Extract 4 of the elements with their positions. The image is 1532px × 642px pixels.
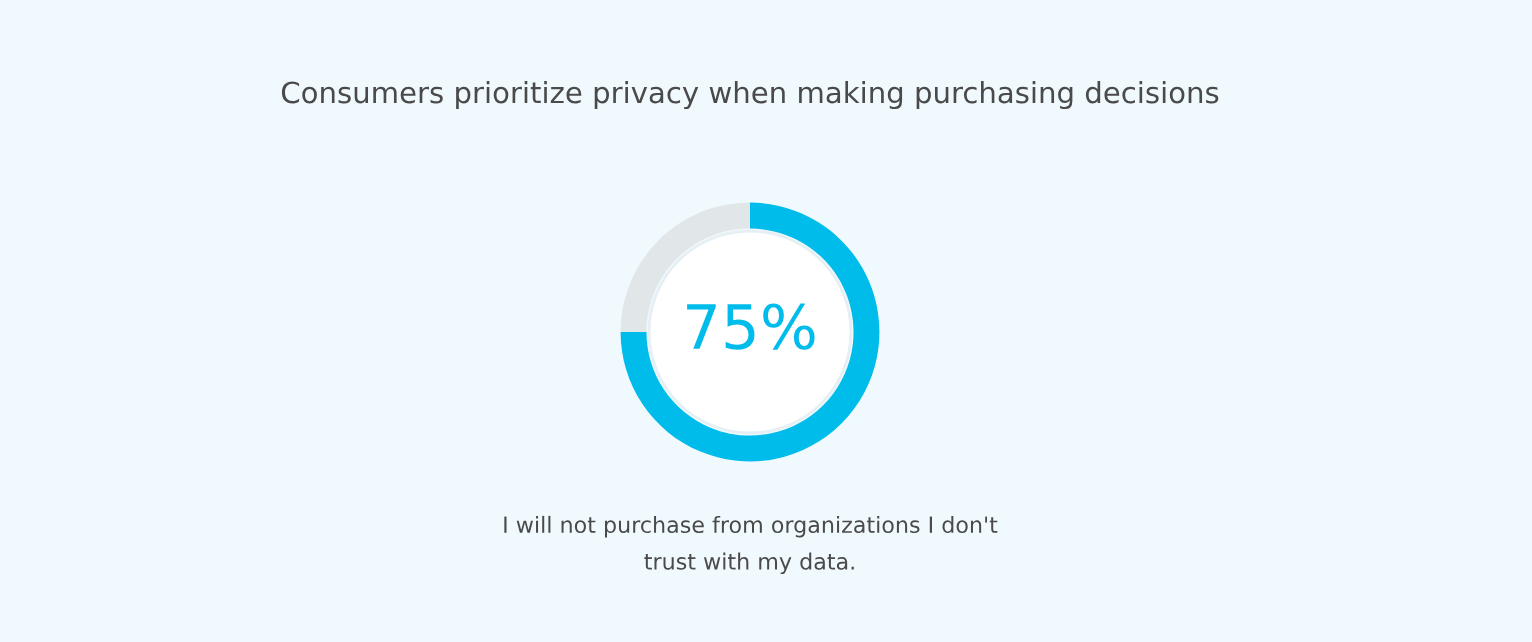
text: I will not purchase from organizations I don't trust with my data. <box>504 515 998 575</box>
donut-slice <box>620 202 880 462</box>
chart-title: Consumers prioritize privacy when making purchasing decisions <box>281 80 1219 110</box>
data-label: 75% <box>687 303 815 350</box>
